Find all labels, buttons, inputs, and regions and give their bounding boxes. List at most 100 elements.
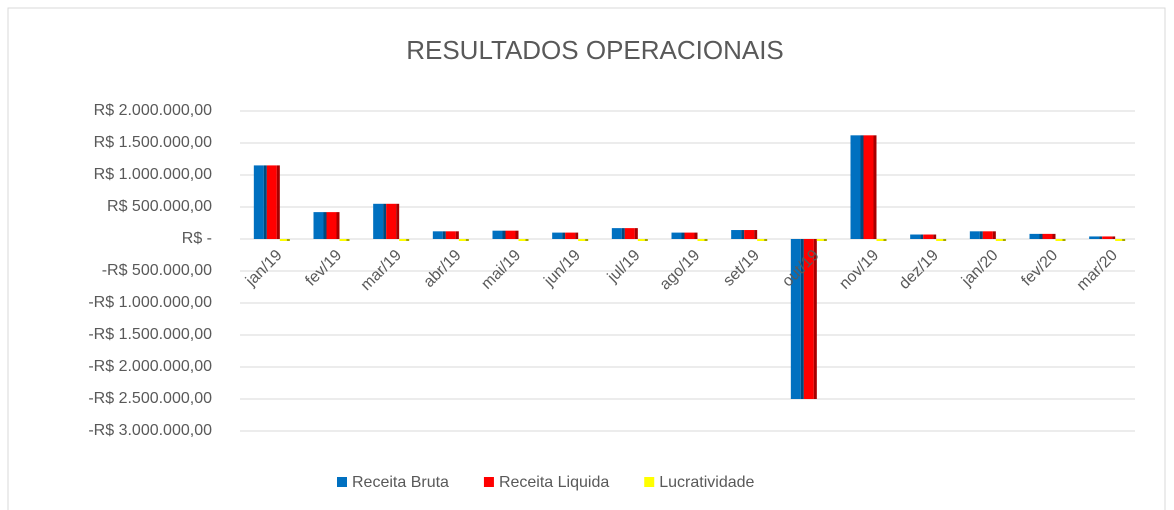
bar <box>505 230 516 239</box>
x-tick-label: jul/19 <box>604 247 644 287</box>
bar <box>744 230 755 239</box>
x-tick-label: dez/19 <box>896 247 942 293</box>
bar-side <box>1039 233 1043 239</box>
bar-side <box>263 165 267 239</box>
bar <box>1029 233 1040 239</box>
bar <box>637 239 645 241</box>
bar <box>253 165 264 239</box>
bar-side <box>455 231 459 239</box>
bar <box>816 239 824 241</box>
bar-side <box>823 239 827 241</box>
bar <box>326 212 337 239</box>
bar <box>1055 239 1063 241</box>
bar <box>757 239 765 241</box>
bar-side <box>346 239 350 241</box>
x-tick-label: nov/19 <box>836 247 882 293</box>
bar <box>578 239 586 241</box>
bar <box>790 239 801 399</box>
bar <box>386 203 397 239</box>
bar-side <box>883 239 887 241</box>
x-tick-label: fev/19 <box>302 247 345 290</box>
y-tick-label: R$ - <box>182 230 212 247</box>
x-tick-label: mar/19 <box>358 247 405 294</box>
x-tick-label: ago/19 <box>657 247 704 294</box>
legend-label: Lucratividade <box>659 474 754 491</box>
bar <box>731 230 742 239</box>
x-tick-label: set/19 <box>720 247 763 290</box>
bar-side <box>276 165 280 239</box>
bar <box>910 234 921 239</box>
bar-side <box>644 239 648 241</box>
bar-side <box>286 239 290 241</box>
bar <box>313 212 324 239</box>
bar-side <box>979 231 983 239</box>
bar <box>279 239 287 241</box>
bar-side <box>575 232 579 239</box>
bar-side <box>1112 236 1116 239</box>
bar <box>969 231 980 239</box>
x-tick-label: mai/19 <box>478 247 524 293</box>
bar-side <box>764 239 768 241</box>
bar <box>458 239 466 241</box>
y-tick-label: -R$ 2.000.000,00 <box>88 358 212 375</box>
bar <box>1042 233 1053 239</box>
bar-side <box>704 239 708 241</box>
bar <box>850 135 861 239</box>
bar-side <box>1122 239 1126 241</box>
bar-side <box>694 232 698 239</box>
x-tick-label: fev/20 <box>1018 247 1061 290</box>
legend-label: Receita Bruta <box>352 474 449 491</box>
bar <box>982 231 993 239</box>
bar-side <box>442 231 446 239</box>
bar <box>399 239 407 241</box>
bar-side <box>681 232 685 239</box>
bar <box>492 230 503 239</box>
bar <box>1089 236 1100 239</box>
bar-side <box>1002 239 1006 241</box>
y-tick-label: R$ 1.000.000,00 <box>94 166 212 183</box>
bar <box>684 232 695 239</box>
bar <box>803 239 814 399</box>
bar-side <box>465 239 469 241</box>
bar <box>697 239 705 241</box>
bar-side <box>585 239 589 241</box>
bar-side <box>873 135 877 239</box>
bar-side <box>920 234 924 239</box>
bar-side <box>754 230 758 239</box>
bar-side <box>406 239 410 241</box>
bar-side <box>860 135 864 239</box>
bar-side <box>1062 239 1066 241</box>
bar-side <box>502 230 506 239</box>
legend-swatch <box>483 477 494 487</box>
bar-side <box>621 228 625 239</box>
chart-frame <box>7 7 1166 510</box>
bar <box>1102 236 1113 239</box>
bar-side <box>562 232 566 239</box>
legend-swatch <box>644 477 655 487</box>
bar-side <box>336 212 340 239</box>
bar <box>266 165 277 239</box>
bar <box>876 239 884 241</box>
bar <box>1115 239 1123 241</box>
bar <box>552 232 563 239</box>
bar <box>432 231 443 239</box>
bar-side <box>323 212 327 239</box>
bar <box>518 239 526 241</box>
bar <box>339 239 347 241</box>
y-tick-label: R$ 1.500.000,00 <box>94 134 212 151</box>
bar <box>445 231 456 239</box>
bar-side <box>992 231 996 239</box>
bar <box>863 135 874 239</box>
x-tick-label: jun/19 <box>540 247 584 291</box>
chart-title: RESULTADOS OPERACIONAIS <box>406 35 784 65</box>
bar <box>671 232 682 239</box>
x-tick-label: mar/20 <box>1074 247 1121 294</box>
bar-side <box>634 228 638 239</box>
bar <box>373 203 384 239</box>
x-tick-label: abr/19 <box>421 247 465 291</box>
y-tick-label: -R$ 1.500.000,00 <box>88 326 212 343</box>
bar <box>624 228 635 239</box>
bar-side <box>800 239 804 399</box>
bar-side <box>1052 233 1056 239</box>
